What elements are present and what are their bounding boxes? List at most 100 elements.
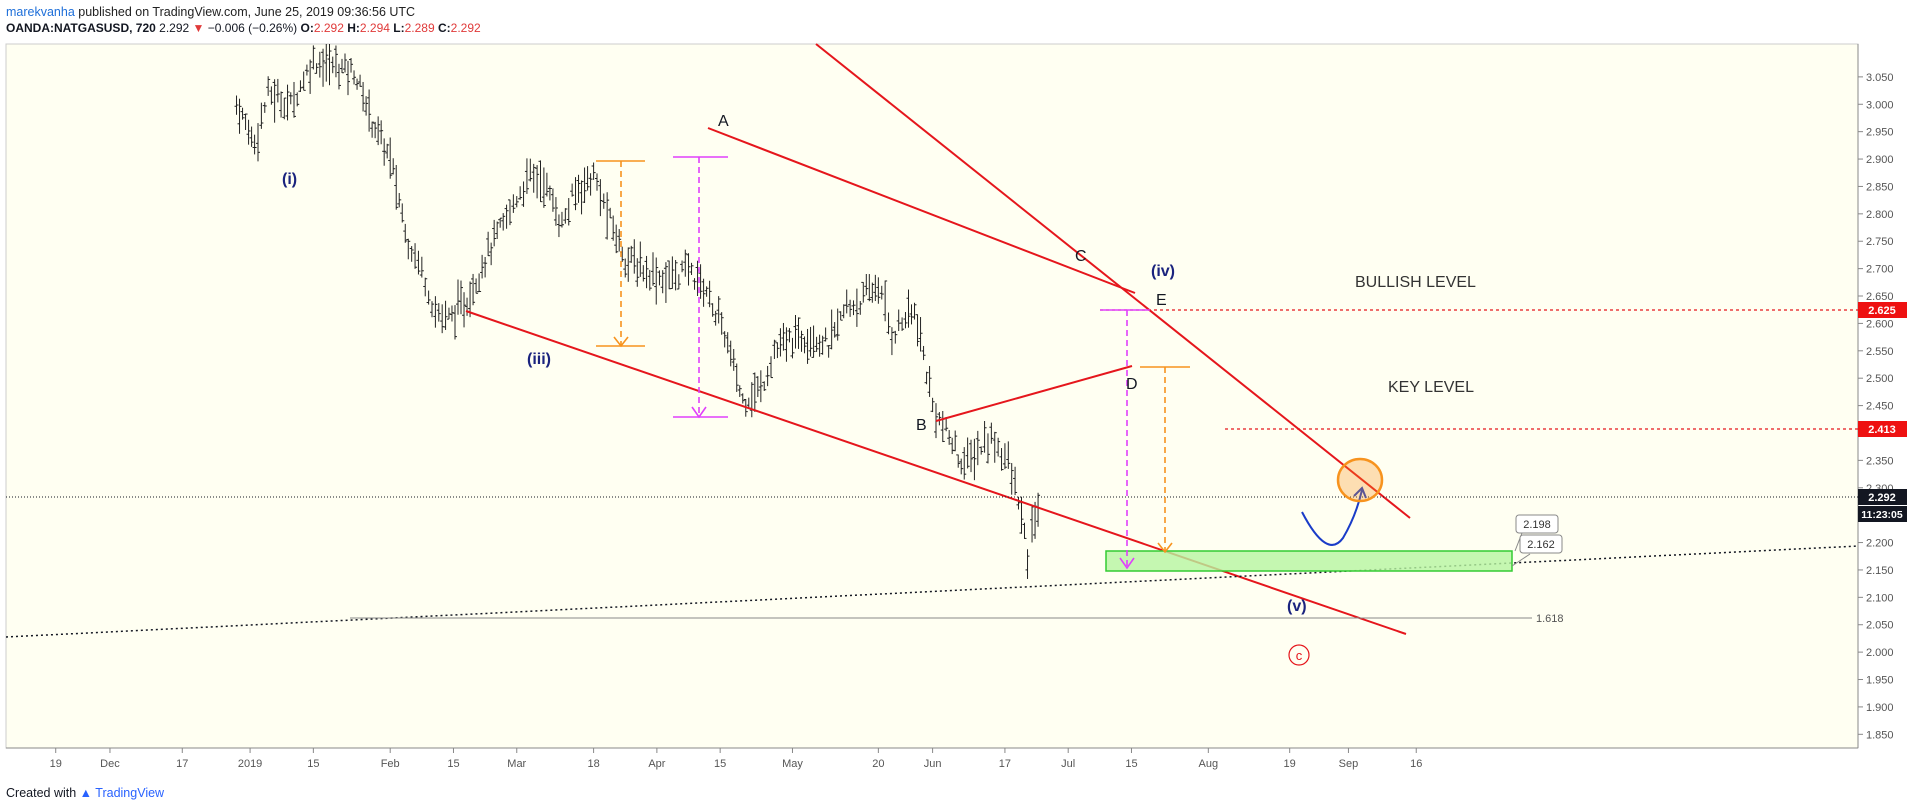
price-bar [626,247,631,282]
orange-measure-2[interactable] [1140,366,1190,554]
price-bar [641,265,646,282]
price-bar [243,113,248,130]
published-text: published on TradingView.com, June 25, 2… [78,5,416,19]
last-price-tag-text: 2.292 [1868,492,1896,504]
price-bar [601,193,606,209]
price-bar [1002,443,1007,470]
price-bar [854,288,859,327]
price-bar [921,345,926,361]
key-level-label: KEY LEVEL [1388,379,1474,396]
callout-2198-text: 2.198 [1523,519,1551,531]
price-bar [953,430,958,452]
price-bar [426,290,431,305]
price-bar [972,438,977,481]
price-bar [719,312,724,335]
price-bar [1036,492,1041,527]
upper-wedge-line[interactable] [707,127,1136,294]
price-bar [848,299,853,317]
long-dotted-trendline[interactable] [5,545,1859,638]
ohlc-line: OANDA:NATGASUSD, 720 2.292 ▼ −0.006 (−0.… [6,20,481,36]
projection-curve[interactable] [1301,489,1363,546]
price-bar [507,199,512,226]
price-bar [550,188,555,212]
price-bar [752,372,757,412]
price-bar [413,243,418,269]
y-tick-label: 3.000 [1866,99,1894,111]
author-link[interactable]: marekvanha [6,5,75,19]
price-bar [889,327,894,356]
x-tick-label: Sep [1339,758,1359,770]
price-bar [725,332,730,354]
open-label: O: [300,21,314,35]
change-arrow: ▼ [192,21,205,35]
price-bar [959,458,964,475]
price-bar [582,167,587,204]
price-bar [835,308,840,341]
price-bar [304,64,309,76]
price-bar [823,327,828,342]
y-tick-label: 3.050 [1866,72,1894,84]
magenta-measure-1[interactable] [673,156,728,419]
price-bar [403,223,408,243]
price-bar [879,285,884,300]
price-bar [330,56,335,74]
close-label: C: [437,21,451,35]
price-bar [376,116,381,146]
y-tick-label: 2.750 [1866,236,1894,248]
tradingview-link[interactable]: TradingView [95,786,165,800]
price-bar [343,53,347,73]
publish-line: marekvanha published on TradingView.com,… [6,4,481,20]
price-bar [388,137,393,179]
price-bar [385,143,390,159]
price-bar [979,446,984,455]
b-d-line[interactable] [935,365,1133,422]
magenta-measure-2[interactable] [1100,309,1150,570]
price-bar [698,264,703,299]
price-bar [769,356,774,379]
low-value: 2.289 [404,21,435,35]
price-bar [799,330,804,352]
price-bar [858,301,863,315]
x-tick-label: Jun [924,758,942,770]
x-tick-label: 18 [587,758,599,770]
price-bar [566,198,571,226]
y-tick-label: 2.450 [1866,401,1894,413]
price-bar [918,317,923,352]
price-bar [346,60,351,96]
price-bar [291,81,296,118]
target-ellipse[interactable] [1336,457,1384,503]
price-bar [820,335,825,355]
main-downtrend-line[interactable] [815,43,1411,519]
price-bar [999,448,1004,471]
price-bar [483,256,488,278]
orange-measure-1[interactable] [596,160,645,348]
bullish-level-label: BULLISH LEVEL [1355,274,1476,291]
price-bar [423,277,428,297]
y-tick-label: 2.000 [1866,647,1894,659]
price-bar [826,345,831,358]
price-bar [692,278,697,290]
price-bar [793,315,798,349]
price-bar [563,208,568,224]
price-bar [531,163,536,193]
price-bar [632,239,637,274]
price-bar [579,180,584,215]
lower-wedge-line[interactable] [465,310,1407,635]
price-bar [937,412,942,426]
price-bar [886,312,891,335]
price-bar [400,203,405,223]
price-chart[interactable]: 3.050 3.000 2.950 2.900 2.850 2.800 2.750 2.700… [0,0,1907,780]
low-label: L: [393,21,405,35]
price-bar [947,430,952,445]
wave-c-circle [1288,644,1310,666]
wave-label-iv: (iv) [1151,263,1175,280]
price-bar [680,260,685,273]
price-bar [511,194,516,213]
price-bar [240,107,245,120]
price-bar [598,179,603,217]
x-tick-label: 15 [714,758,726,770]
price-bar [832,322,837,338]
price-bar [364,96,369,116]
support-zone[interactable] [1105,550,1513,572]
price-bar [538,160,543,203]
